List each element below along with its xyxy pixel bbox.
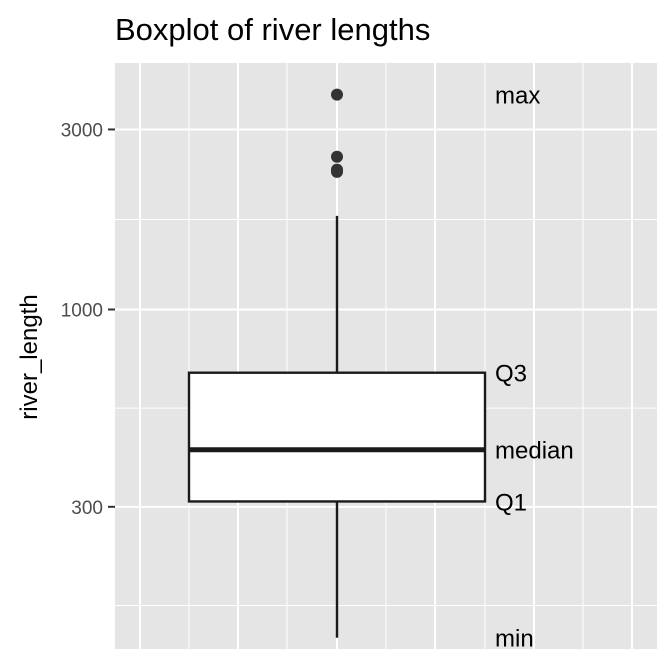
outlier-points: [331, 88, 343, 178]
outlier-point: [331, 150, 343, 163]
y-axis: 300 1000 3000: [61, 120, 115, 519]
y-tick-label: 3000: [61, 120, 103, 141]
chart-title: Boxplot of river lengths: [115, 12, 430, 47]
annotation-Q1: Q1: [495, 489, 527, 516]
y-tick-label: 300: [71, 498, 103, 519]
annotation-Q3: Q3: [495, 361, 527, 388]
y-tick-label: 1000: [61, 301, 103, 322]
y-axis-label: river_length: [16, 294, 43, 419]
outlier-point: [331, 88, 343, 101]
annotation-min: min: [495, 626, 534, 653]
annotation-labels: max Q3 median Q1 min: [495, 83, 574, 653]
outlier-point: [331, 165, 343, 178]
box-group: [187, 371, 487, 503]
annotation-median: median: [495, 438, 574, 465]
annotation-max: max: [495, 83, 540, 110]
iqr-box: [187, 371, 487, 503]
